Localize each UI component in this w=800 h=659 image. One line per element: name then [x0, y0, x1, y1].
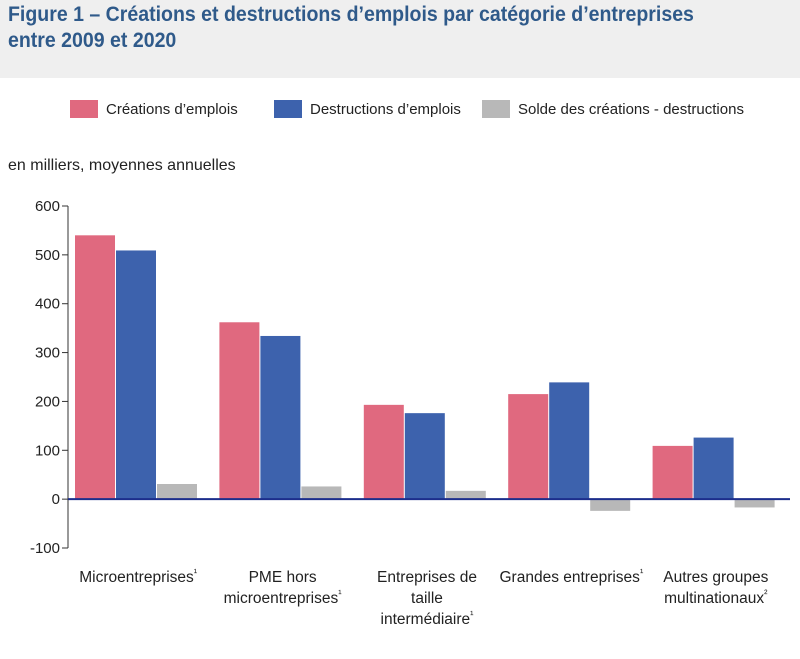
bar-destructions — [404, 413, 445, 500]
legend-swatch-solde — [482, 100, 510, 118]
bar-creations — [508, 394, 549, 500]
x-category-label: Grandes entreprises¹ — [500, 568, 644, 586]
y-tick-label: 200 — [35, 393, 60, 410]
y-tick-label: 600 — [35, 198, 60, 215]
y-tick-label: -100 — [30, 540, 60, 557]
bar-destructions — [549, 382, 590, 500]
x-category-label: Autres groupes — [663, 569, 768, 586]
bar-solde — [301, 486, 342, 500]
x-category-label: intermédiaire¹ — [381, 610, 475, 628]
chart-title: Figure 1 – Créations et destructions d’e… — [8, 3, 694, 52]
legend-item-creations: Créations d’emplois — [70, 100, 238, 118]
bar-destructions — [116, 250, 156, 500]
bar-destructions — [260, 335, 301, 500]
legend-item-solde: Solde des créations - destructions — [482, 100, 744, 118]
unit-label: en milliers, moyennes annuelles — [8, 157, 236, 174]
legend-label-creations: Créations d’emplois — [106, 100, 238, 118]
bar-solde — [445, 490, 486, 500]
x-category-label: multinationaux² — [664, 589, 768, 607]
x-category-label: Microentreprises¹ — [79, 568, 198, 586]
legend-swatch-creations — [70, 100, 98, 118]
bar-creations — [219, 322, 260, 500]
y-tick-label: 100 — [35, 442, 60, 459]
bar-solde — [590, 499, 631, 511]
legend-label-solde: Solde des créations - destructions — [518, 100, 744, 118]
title-band — [0, 0, 800, 78]
bar-creations — [363, 404, 404, 500]
legend-swatch-destructions — [274, 100, 302, 118]
legend-label-destructions: Destructions d’emplois — [310, 100, 461, 118]
x-category-label: taille — [411, 590, 443, 607]
bar-destructions — [693, 437, 734, 500]
x-category-label: PME hors — [249, 569, 317, 586]
bar-solde — [157, 483, 197, 500]
y-tick-label: 500 — [35, 247, 60, 264]
y-tick-label: 400 — [35, 296, 60, 313]
x-category-label: microentreprises¹ — [224, 589, 343, 607]
bar-solde — [734, 499, 775, 508]
legend-item-destructions: Destructions d’emplois — [274, 100, 461, 118]
chart-legend: Créations d’emplois Destructions d’emplo… — [0, 96, 800, 126]
bar-creations — [75, 235, 115, 500]
bar-creations — [652, 445, 693, 500]
x-category-label: Entreprises de — [377, 569, 477, 586]
y-tick-label: 300 — [35, 345, 60, 362]
y-tick-label: 0 — [52, 491, 60, 508]
